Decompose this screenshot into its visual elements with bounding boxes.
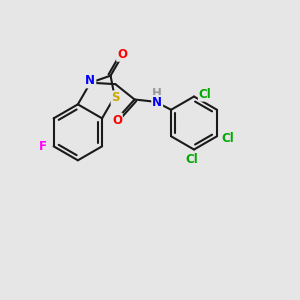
Text: O: O: [112, 114, 122, 127]
Text: H: H: [152, 87, 162, 100]
Text: S: S: [112, 92, 120, 104]
Text: F: F: [38, 140, 46, 153]
Text: Cl: Cl: [199, 88, 211, 101]
Text: O: O: [117, 48, 127, 61]
Text: Cl: Cl: [185, 153, 198, 166]
Text: N: N: [152, 96, 162, 109]
Text: N: N: [85, 74, 95, 87]
Text: Cl: Cl: [222, 132, 235, 145]
